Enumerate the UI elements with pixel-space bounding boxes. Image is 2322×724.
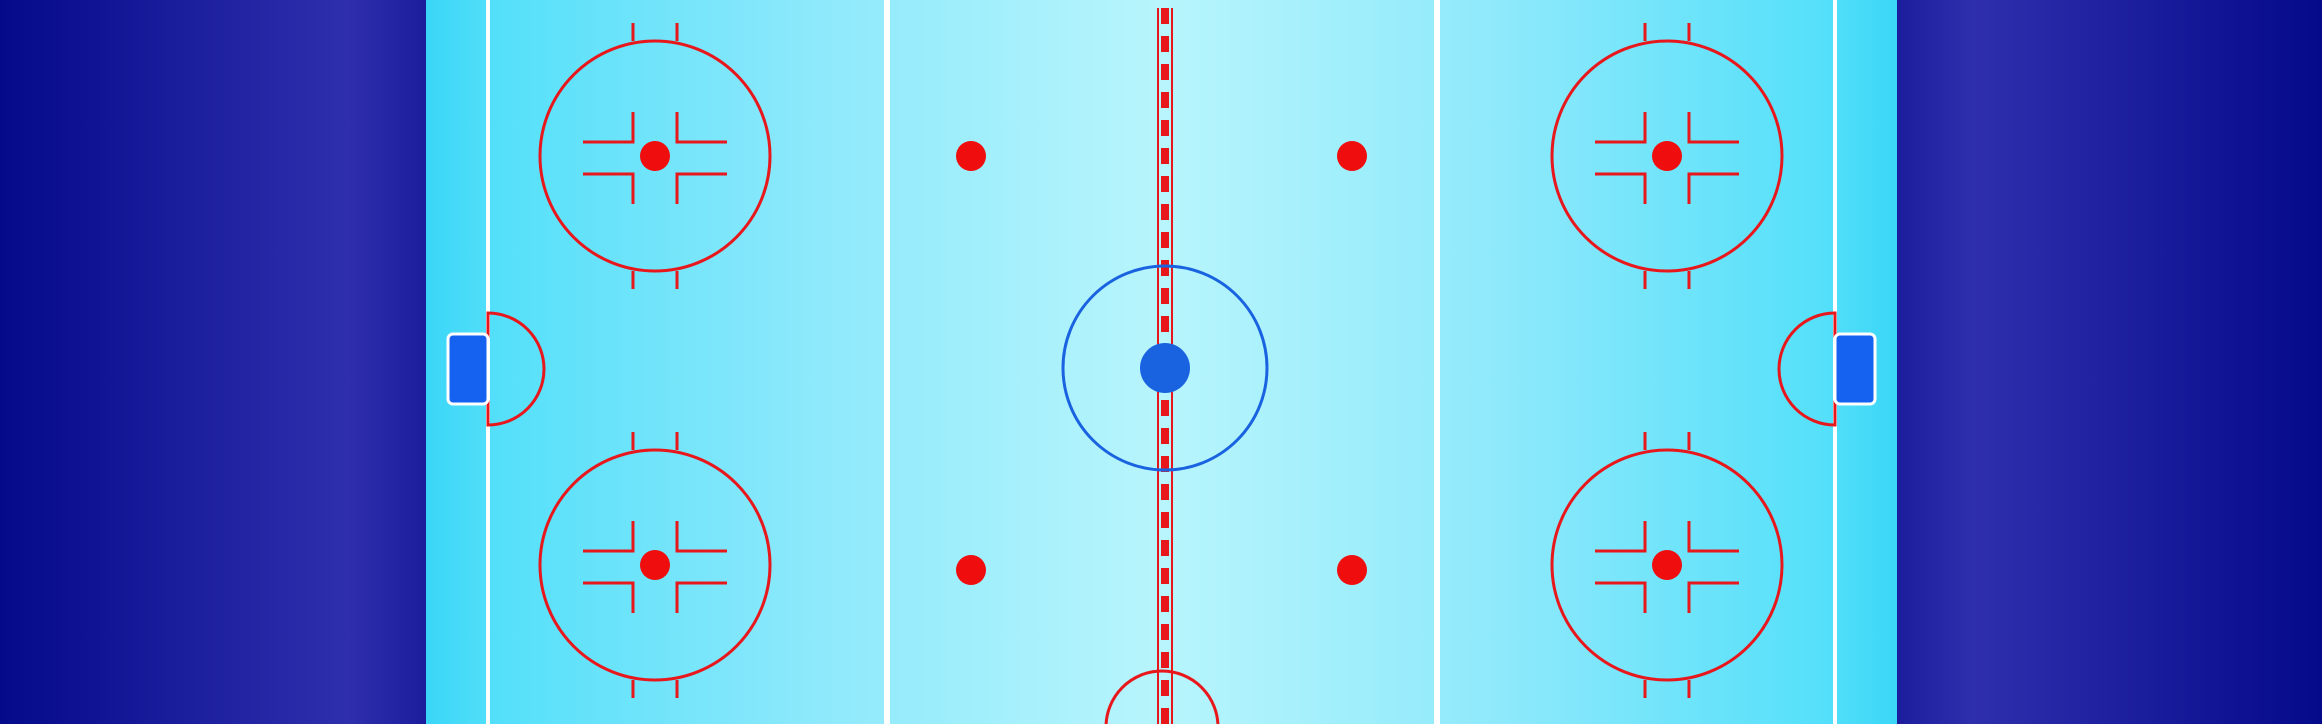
faceoff-circle	[1550, 432, 1784, 698]
faceoff-dot	[640, 141, 670, 171]
neutral-zone-dot	[1337, 555, 1367, 585]
faceoff-dot	[640, 550, 670, 580]
faceoff-circle	[538, 23, 772, 289]
goal-net-left[interactable]	[446, 332, 490, 406]
neutral-zone-dot	[956, 141, 986, 171]
center-faceoff-circle	[1061, 264, 1269, 472]
neutral-zone-dot	[956, 555, 986, 585]
faceoff-circle	[538, 432, 772, 698]
faceoff-dot	[1652, 550, 1682, 580]
zone-faceoff-circles	[538, 23, 1784, 698]
faceoff-l-marks	[583, 521, 727, 613]
goal-crease-left	[486, 311, 546, 427]
faceoff-ring	[1550, 448, 1784, 682]
goal-net-right[interactable]	[1833, 332, 1877, 406]
faceoff-l-marks	[1595, 112, 1739, 204]
faceoff-ring	[538, 448, 772, 682]
faceoff-ring	[1550, 39, 1784, 273]
faceoff-ring	[538, 39, 772, 273]
faceoff-l-marks	[583, 112, 727, 204]
center-faceoff-dot	[1140, 343, 1190, 393]
goal-crease-right	[1777, 311, 1837, 427]
neutral-zone-dot	[1337, 141, 1367, 171]
faceoff-l-marks	[1595, 521, 1739, 613]
faceoff-circle	[1550, 23, 1784, 289]
center-bottom-circle	[1104, 669, 1220, 724]
faceoff-dot	[1652, 141, 1682, 171]
